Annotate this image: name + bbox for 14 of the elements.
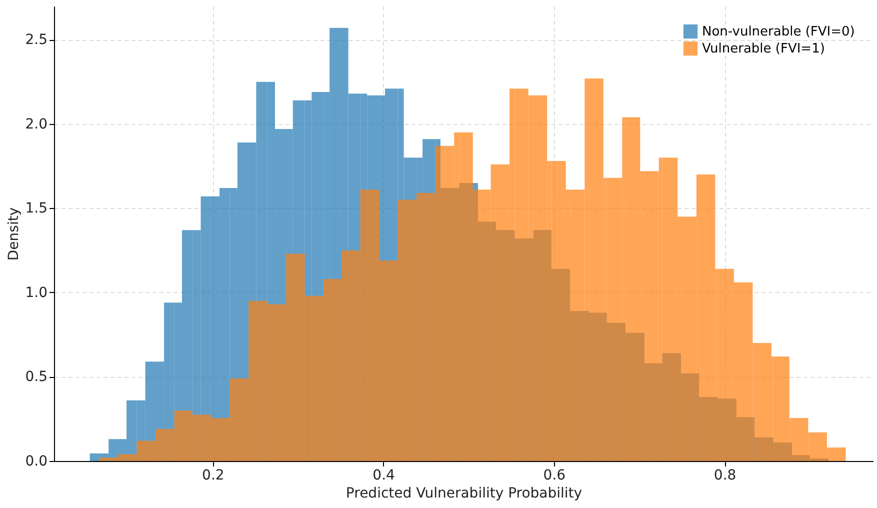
x-tick-label: 0.2 xyxy=(202,468,224,484)
x-tick-label: 0.8 xyxy=(714,468,736,484)
y-tick-label: 1.0 xyxy=(25,284,48,301)
y-tick-label: 1.5 xyxy=(25,200,48,217)
y-tick-label: 2.5 xyxy=(25,32,48,48)
y-tick-label: 2.0 xyxy=(25,116,48,132)
y-tick-label: 0.5 xyxy=(25,369,48,386)
x-tick-label: 0.4 xyxy=(372,468,396,484)
y-axis-title: Density xyxy=(6,207,22,261)
legend-label: Non-vulnerable (FVI=0) xyxy=(702,24,855,40)
x-axis-title: Predicted Vulnerability Probability xyxy=(346,486,582,502)
legend-label: Vulnerable (FVI=1) xyxy=(702,42,825,56)
y-tick-label: 0.0 xyxy=(25,454,48,470)
x-tick-label: 0.6 xyxy=(543,468,566,484)
